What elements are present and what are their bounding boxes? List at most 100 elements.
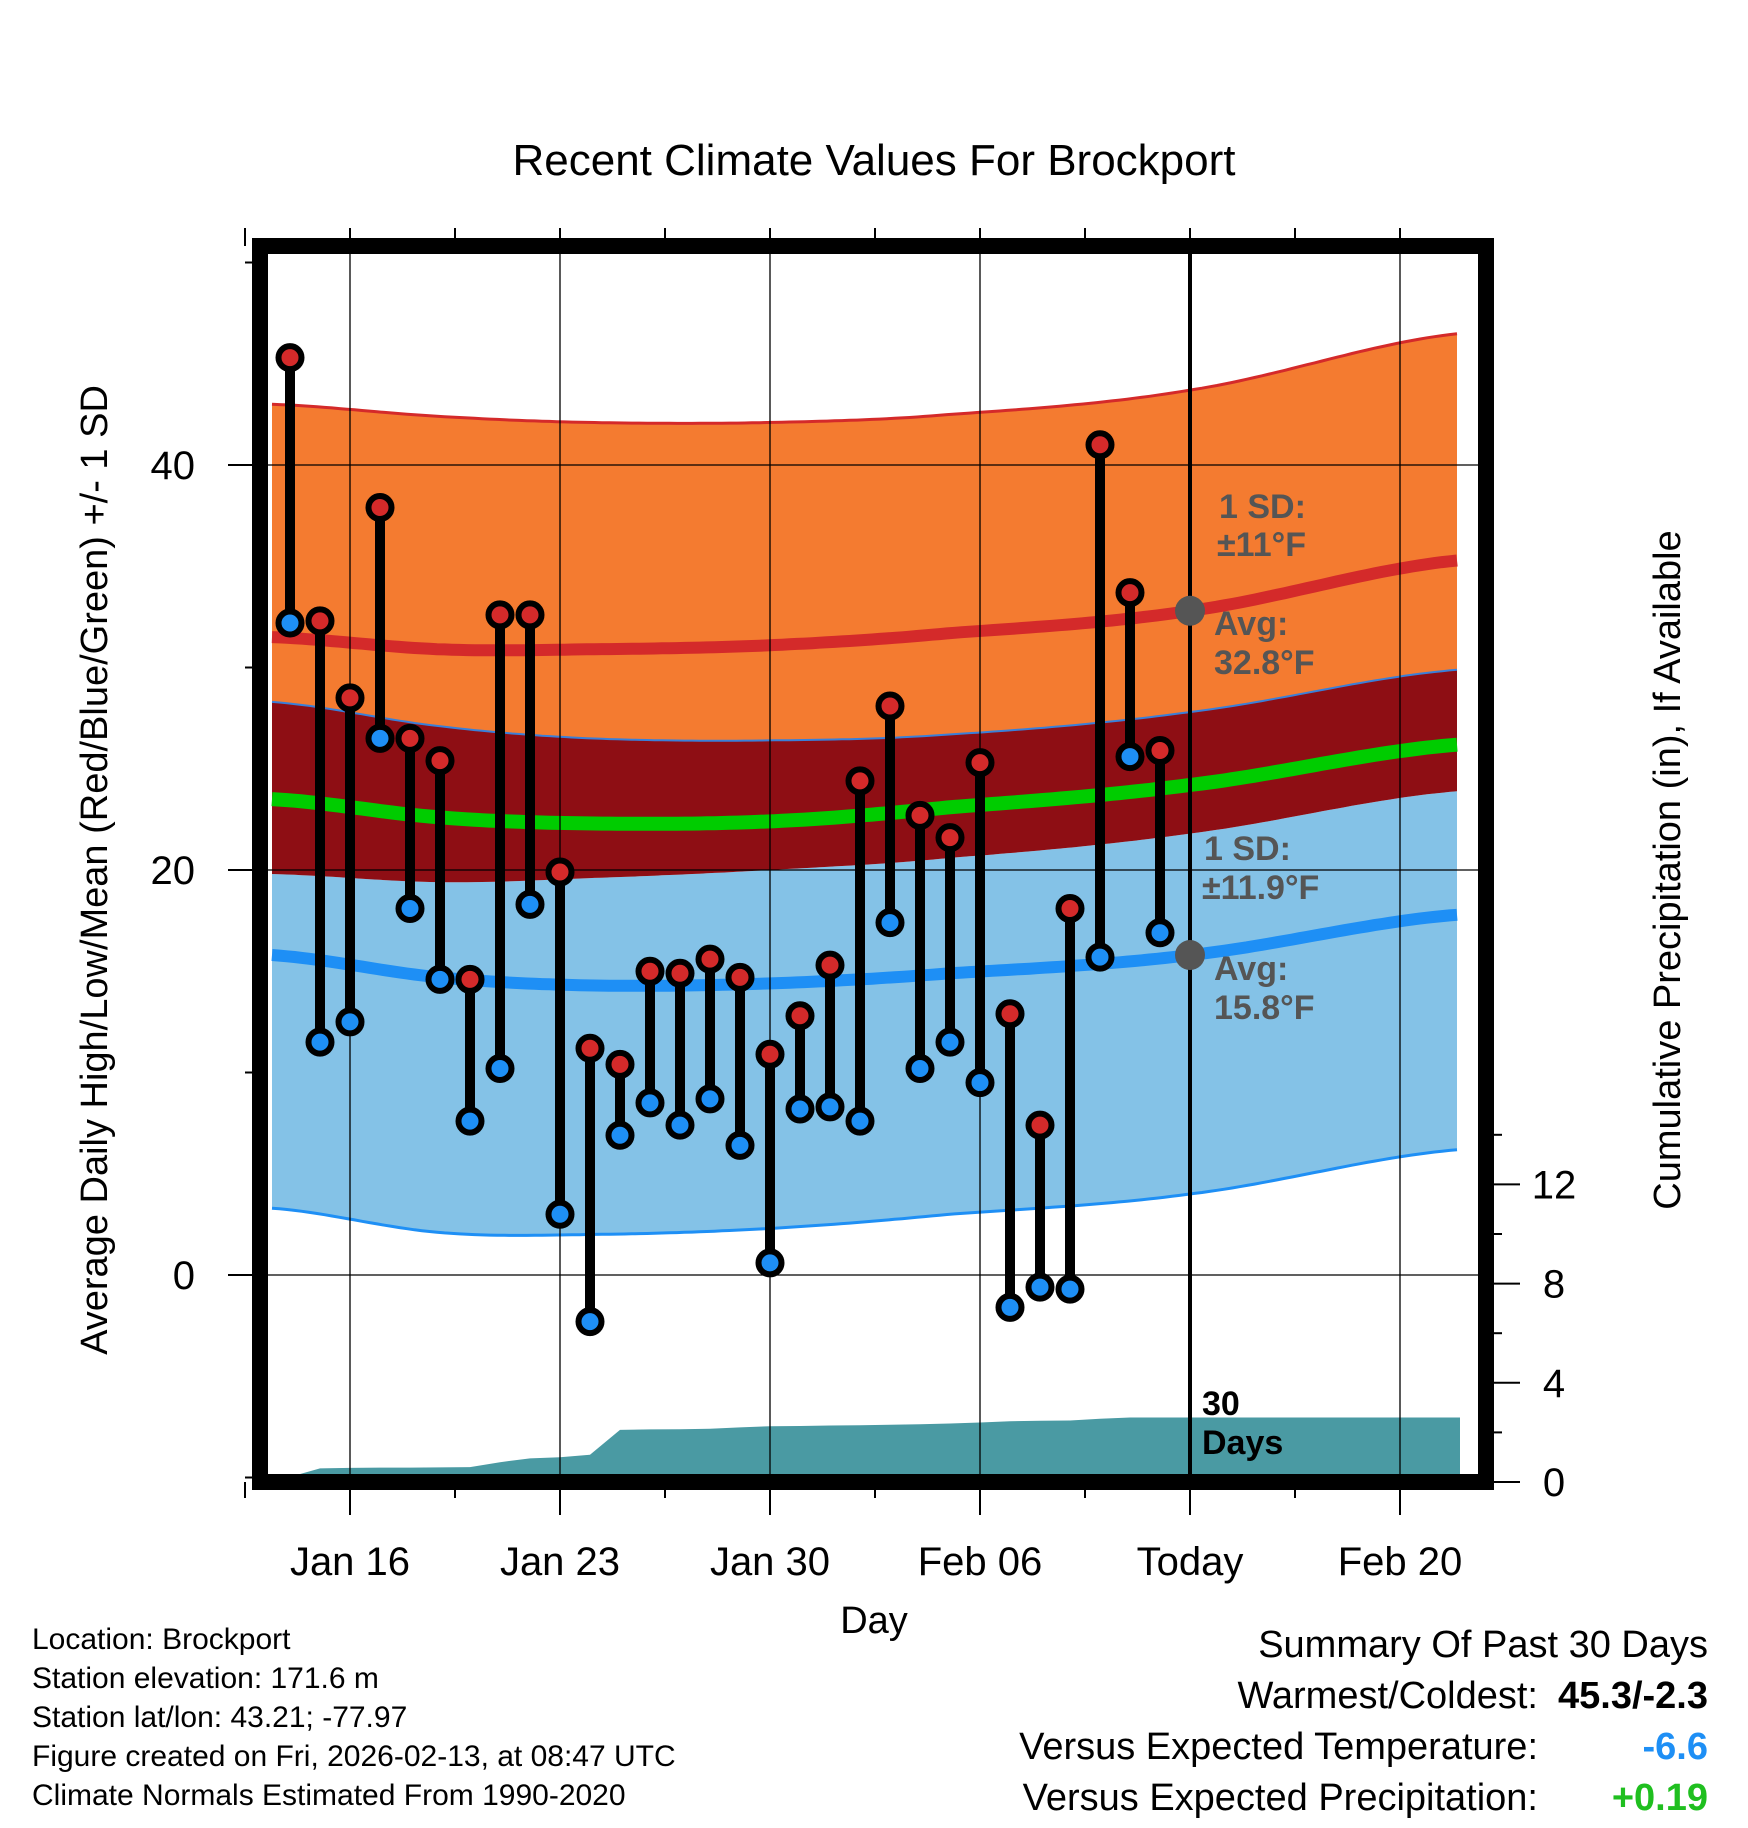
daily-low-marker: [545, 1199, 575, 1229]
daily-high-marker: [455, 964, 485, 994]
daily-low-marker: [515, 889, 545, 919]
daily-low-marker: [305, 1027, 335, 1057]
high-avg-value: 32.8°F: [1214, 644, 1315, 682]
plot-layer: [260, 246, 1486, 1482]
low-lower-edge: [271, 1148, 1458, 1237]
high-avg-label: Avg:: [1214, 605, 1288, 643]
daily-high-marker: [635, 956, 665, 986]
low-avg-label: Avg:: [1214, 950, 1288, 988]
plot-frame: [252, 238, 1494, 1490]
daily-low-marker: [275, 608, 305, 638]
left-tick-label: 40: [151, 444, 196, 488]
daily-high-marker: [1085, 430, 1115, 460]
daily-low-marker: [725, 1130, 755, 1160]
daily-low-marker: [665, 1110, 695, 1140]
daily-high-marker: [845, 766, 875, 796]
daily-low-marker: [335, 1007, 365, 1037]
daily-low-marker: [365, 723, 395, 753]
summary-precip-label: Versus Expected Precipitation:: [1022, 1777, 1538, 1819]
station-info: Location: Brockport Station elevation: 1…: [32, 1620, 676, 1815]
daily-high-marker: [575, 1033, 605, 1063]
daily-high-marker: [785, 1001, 815, 1031]
daily-high-marker: [425, 746, 455, 776]
daily-high-marker: [965, 748, 995, 778]
right-tick-label: 12: [1532, 1163, 1577, 1207]
high-sd-label: 1 SD:: [1219, 488, 1306, 526]
x-tick-label: Feb 20: [1338, 1540, 1463, 1584]
x-axis-label: Day: [840, 1600, 908, 1642]
summary-precip-row: Versus Expected Precipitation: +0.19: [1019, 1773, 1708, 1824]
low-sd-label: 1 SD:: [1204, 830, 1291, 868]
right-tick-label: 8: [1543, 1263, 1565, 1307]
high-avg-marker: [1175, 595, 1205, 626]
high-lower-edge: [271, 668, 1458, 742]
daily-high-marker: [815, 950, 845, 980]
low-sd-value: ±11.9°F: [1202, 869, 1319, 907]
daily-high-marker: [395, 723, 425, 753]
info-created: Figure created on Fri, 2026-02-13, at 08…: [32, 1740, 676, 1773]
summary-precip-value: +0.19: [1611, 1777, 1708, 1819]
daily-low-marker: [815, 1092, 845, 1122]
x-tick-label: Jan 23: [500, 1540, 620, 1584]
normal-high-line: [271, 554, 1458, 657]
daily-low-marker: [1085, 942, 1115, 972]
daily-low-marker: [395, 893, 425, 923]
summary-panel: Summary Of Past 30 Days Warmest/Coldest:…: [1019, 1620, 1708, 1824]
daily-low-marker: [425, 964, 455, 994]
summary-heading: Summary Of Past 30 Days: [1258, 1624, 1708, 1666]
daily-low-marker: [845, 1106, 875, 1136]
daily-low-marker: [1025, 1272, 1055, 1302]
summary-temp-label: Versus Expected Temperature:: [1019, 1726, 1538, 1768]
daily-high-marker: [365, 493, 395, 523]
low-avg-value: 15.8°F: [1214, 989, 1315, 1027]
high-sd-band: [272, 333, 1457, 741]
daily-high-marker: [1055, 893, 1085, 923]
days-text-label: Days: [1202, 1424, 1283, 1462]
x-tick-label: Today: [1137, 1540, 1244, 1584]
daily-high-marker: [1025, 1110, 1055, 1140]
daily-high-marker: [875, 691, 905, 721]
daily-high-marker: [905, 800, 935, 830]
right-tick-label: 4: [1543, 1362, 1565, 1406]
summary-warmest-label: Warmest/Coldest:: [1237, 1675, 1538, 1717]
daily-low-marker: [635, 1088, 665, 1118]
daily-low-marker: [785, 1094, 815, 1124]
left-tick-label: 0: [173, 1254, 195, 1298]
daily-high-marker: [995, 999, 1025, 1029]
daily-low-marker: [965, 1068, 995, 1098]
daily-low-marker: [755, 1248, 785, 1278]
right-tick-label: 0: [1543, 1461, 1565, 1505]
daily-low-marker: [1145, 918, 1175, 948]
daily-high-marker: [275, 343, 305, 373]
daily-low-marker: [875, 908, 905, 938]
precip-area: [272, 1417, 1460, 1482]
high-upper-edge: [271, 332, 1458, 425]
daily-low-marker: [935, 1027, 965, 1057]
daily-high-marker: [545, 857, 575, 887]
x-tick-label: Feb 06: [918, 1540, 1043, 1584]
y-axis-right-label: Cumulative Precipitation (in), If Availa…: [1647, 530, 1689, 1209]
daily-low-marker: [1115, 742, 1145, 772]
daily-low-marker: [905, 1053, 935, 1083]
daily-high-marker: [335, 683, 365, 713]
daily-high-marker: [935, 823, 965, 853]
daily-low-marker: [455, 1106, 485, 1136]
summary-temp-value: -6.6: [1642, 1726, 1708, 1768]
daily-high-marker: [1145, 736, 1175, 766]
daily-high-marker: [485, 600, 515, 630]
x-tick-label: Jan 30: [710, 1540, 830, 1584]
summary-warmest-row: Warmest/Coldest: 45.3/-2.3: [1019, 1671, 1708, 1722]
daily-high-marker: [1115, 578, 1145, 608]
info-location: Location: Brockport: [32, 1623, 291, 1656]
daily-low-marker: [695, 1084, 725, 1114]
info-latlon: Station lat/lon: 43.21; -77.97: [32, 1701, 408, 1734]
daily-low-marker: [485, 1053, 515, 1083]
info-elevation: Station elevation: 171.6 m: [32, 1662, 379, 1695]
chart-title: Recent Climate Values For Brockport: [512, 136, 1235, 185]
summary-warmest-value: 45.3/-2.3: [1558, 1675, 1708, 1717]
x-tick-label: Jan 16: [290, 1540, 410, 1584]
daily-high-marker: [665, 958, 695, 988]
y-axis-left-label: Average Daily High/Low/Mean (Red/Blue/Gr…: [74, 385, 116, 1355]
